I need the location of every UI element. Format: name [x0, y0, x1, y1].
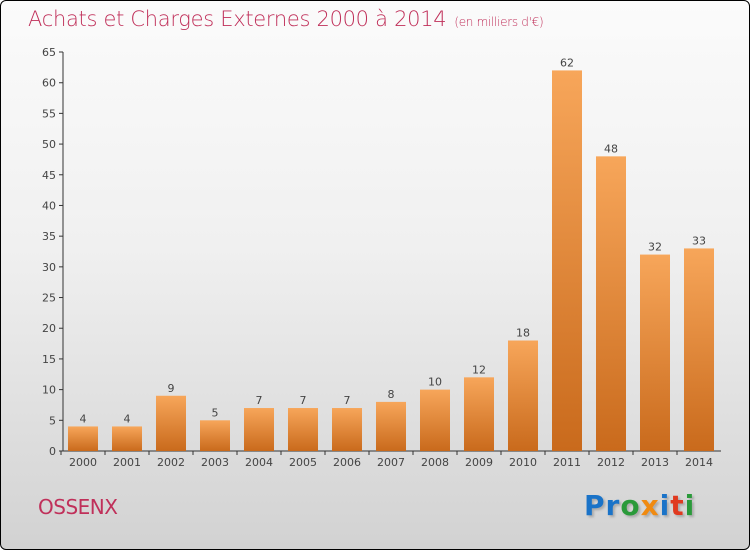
data-label-2003: 5 — [212, 406, 219, 419]
data-label-2012: 48 — [604, 142, 618, 155]
x-tick-label: 2009 — [465, 456, 493, 469]
bar-2009 — [464, 377, 494, 451]
logo-letter: t — [670, 489, 685, 522]
x-tick-label: 2004 — [245, 456, 273, 469]
x-tick-label: 2014 — [685, 456, 713, 469]
y-tick-label: 5 — [49, 414, 56, 427]
y-tick-label: 45 — [42, 169, 56, 182]
x-tick-label: 2005 — [289, 456, 317, 469]
proxiti-logo[interactable]: Proxiti — [584, 489, 695, 522]
bar-2006 — [332, 408, 362, 451]
chart-subtitle: (en milliers d'€) — [454, 15, 544, 29]
data-label-2014: 33 — [692, 234, 706, 247]
logo-letter: i — [684, 489, 696, 522]
data-label-2004: 7 — [256, 394, 263, 407]
data-label-2011: 62 — [560, 56, 574, 69]
bar-2001 — [112, 426, 142, 451]
y-tick-label: 25 — [42, 292, 56, 305]
x-tick-label: 2008 — [421, 456, 449, 469]
data-label-2002: 9 — [168, 382, 175, 395]
data-label-2001: 4 — [124, 412, 131, 425]
y-tick-label: 55 — [42, 107, 56, 120]
x-tick-label: 2007 — [377, 456, 405, 469]
logo-letter: o — [620, 489, 641, 522]
y-tick-label: 40 — [42, 199, 56, 212]
data-label-2005: 7 — [300, 394, 307, 407]
y-tick-label: 10 — [42, 384, 56, 397]
x-tick-label: 2010 — [509, 456, 537, 469]
y-tick-label: 50 — [42, 138, 56, 151]
data-label-2013: 32 — [648, 241, 662, 254]
x-tick-label: 2003 — [201, 456, 229, 469]
y-tick-label: 0 — [49, 445, 56, 458]
x-tick-label: 2000 — [69, 456, 97, 469]
y-tick-label: 20 — [42, 322, 56, 335]
bar-2014 — [684, 248, 714, 451]
data-label-2000: 4 — [80, 412, 87, 425]
bar-2010 — [508, 340, 538, 451]
bar-2002 — [156, 395, 186, 451]
bar-2000 — [68, 426, 98, 451]
data-label-2009: 12 — [472, 363, 486, 376]
logo-letter: P — [584, 489, 606, 522]
bar-2005 — [288, 408, 318, 451]
x-tick-label: 2013 — [641, 456, 669, 469]
logo-letter: i — [659, 489, 671, 522]
city-name: OSSENX — [38, 495, 118, 519]
x-tick-label: 2002 — [157, 456, 185, 469]
x-tick-label: 2006 — [333, 456, 361, 469]
x-tick-label: 2001 — [113, 456, 141, 469]
y-tick-label: 15 — [42, 353, 56, 366]
y-tick-label: 30 — [42, 261, 56, 274]
bar-chart: 0 5 10 15 20 25 30 35 40 45 50 55 60 65 4 2000 4 2001 9 200… — [42, 46, 721, 469]
logo-letter: x — [640, 489, 660, 522]
bar-2008 — [420, 389, 450, 451]
data-label-2008: 10 — [428, 376, 442, 389]
bar-2011 — [552, 70, 582, 452]
bar-2007 — [376, 401, 406, 451]
data-label-2007: 8 — [388, 388, 395, 401]
y-tick-label: 35 — [42, 230, 56, 243]
chart-title: Achats et Charges Externes 2000 à 2014 (e… — [28, 7, 544, 31]
bar-2012 — [596, 156, 626, 451]
bar-2013 — [640, 254, 670, 451]
logo-letter: r — [605, 489, 621, 522]
x-tick-label: 2011 — [553, 456, 581, 469]
y-tick-label: 65 — [42, 46, 56, 59]
data-label-2006: 7 — [344, 394, 351, 407]
bar-2004 — [244, 408, 274, 451]
data-label-2010: 18 — [516, 327, 530, 340]
x-tick-label: 2012 — [597, 456, 625, 469]
title-text: Achats et Charges Externes 2000 à 2014 — [28, 7, 447, 31]
y-tick-label: 60 — [42, 77, 56, 90]
bar-2003 — [200, 420, 230, 451]
